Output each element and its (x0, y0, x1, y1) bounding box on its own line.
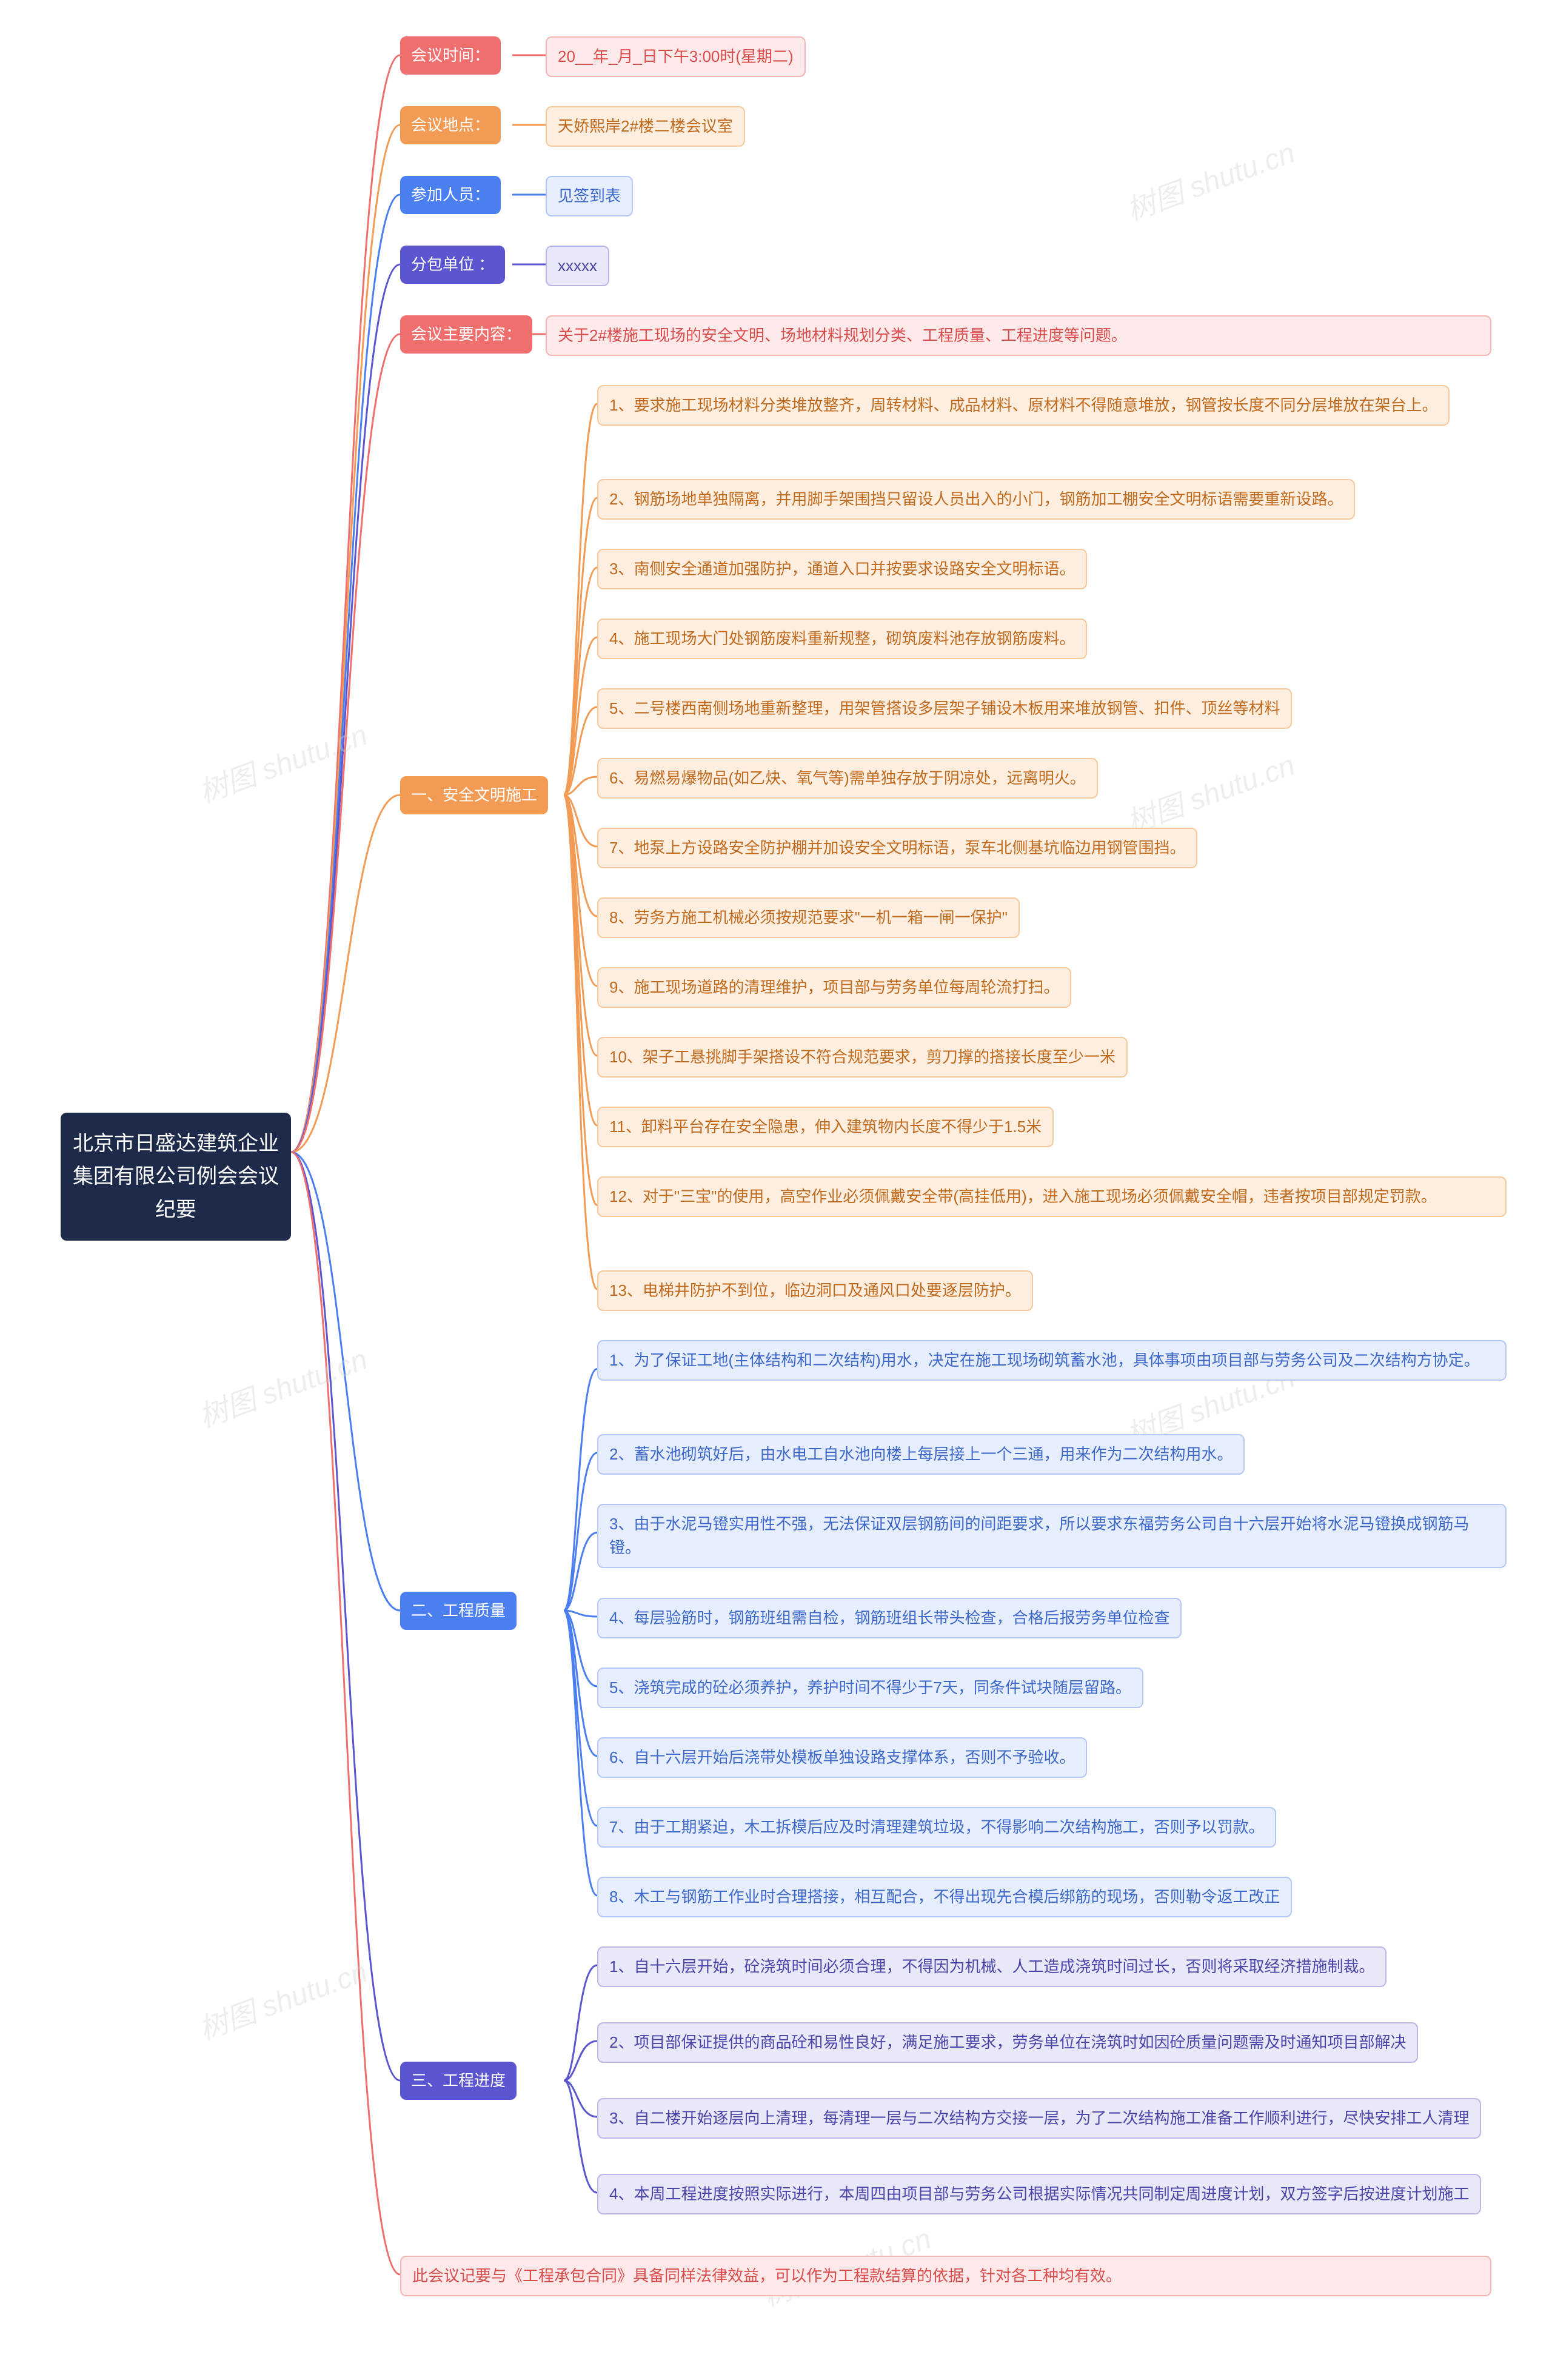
meta-value-people: 见签到表 (546, 176, 633, 216)
item-s3-3: 4、本周工程进度按照实际进行，本周四由项目部与劳务公司根据实际情况共同制定周进度… (597, 2174, 1481, 2214)
item-s3-0: 1、自十六层开始，砼浇筑时间必须合理，不得因为机械、人工造成浇筑时间过长，否则将… (597, 1946, 1386, 1987)
watermark: 树图 shutu.cn (1120, 741, 1300, 841)
item-s1-1: 2、钢筋场地单独隔离，并用脚手架围挡只留设人员出入的小门，钢筋加工棚安全文明标语… (597, 479, 1355, 520)
section-s2: 二、工程质量 (400, 1592, 517, 1630)
root-node: 北京市日盛达建筑企业集团有限公司例会会议纪要 (61, 1113, 291, 1241)
item-s1-2: 3、南侧安全通道加强防护，通道入口并按要求设路安全文明标语。 (597, 549, 1087, 589)
meta-value-time: 20__年_月_日下午3:00时(星期二) (546, 36, 806, 77)
item-s3-1: 2、项目部保证提供的商品砼和易性良好，满足施工要求，劳务单位在浇筑时如因砼质量问… (597, 2022, 1418, 2063)
item-s1-5: 6、易燃易爆物品(如乙炔、氧气等)需单独存放于阴凉处，远离明火。 (597, 758, 1098, 799)
legal-note: 此会议记要与《工程承包合同》具备同样法律效益，可以作为工程款结算的依据，针对各工… (400, 2256, 1491, 2296)
item-s1-7: 8、劳务方施工机械必须按规范要求"一机一箱一闸一保护" (597, 897, 1020, 938)
item-s1-9: 10、架子工悬挑脚手架搭设不符合规范要求，剪刀撑的搭接长度至少一米 (597, 1037, 1128, 1078)
watermark: 树图 shutu.cn (1120, 129, 1300, 229)
item-s2-0: 1、为了保证工地(主体结构和二次结构)用水，决定在施工现场砌筑蓄水池，具体事项由… (597, 1340, 1507, 1381)
item-s1-6: 7、地泵上方设路安全防护棚并加设安全文明标语，泵车北侧基坑临边用钢管围挡。 (597, 828, 1197, 868)
meta-value-content: 关于2#楼施工现场的安全文明、场地材料规划分类、工程质量、工程进度等问题。 (546, 315, 1491, 356)
meta-value-place: 天娇熙岸2#楼二楼会议室 (546, 106, 745, 147)
meta-label-content: 会议主要内容： (400, 315, 532, 354)
item-s2-5: 6、自十六层开始后浇带处模板单独设路支撑体系，否则不予验收。 (597, 1737, 1087, 1778)
item-s1-4: 5、二号楼西南侧场地重新整理，用架管搭设多层架子铺设木板用来堆放钢管、扣件、顶丝… (597, 688, 1292, 729)
item-s3-2: 3、自二楼开始逐层向上清理，每清理一层与二次结构方交接一层，为了二次结构施工准备… (597, 2098, 1481, 2139)
meta-label-sub: 分包单位 ： (400, 246, 505, 284)
meta-value-sub: xxxxx (546, 246, 609, 286)
item-s1-10: 11、卸料平台存在安全隐患，伸入建筑物内长度不得少于1.5米 (597, 1107, 1054, 1147)
item-s2-6: 7、由于工期紧迫，木工拆模后应及时清理建筑垃圾，不得影响二次结构施工，否则予以罚… (597, 1807, 1276, 1848)
item-s2-2: 3、由于水泥马镫实用性不强，无法保证双层钢筋间的间距要求，所以要求东福劳务公司自… (597, 1504, 1507, 1568)
meta-label-time: 会议时间： (400, 36, 501, 75)
item-s1-8: 9、施工现场道路的清理维护，项目部与劳务单位每周轮流打扫。 (597, 967, 1071, 1008)
item-s1-3: 4、施工现场大门处钢筋废料重新规整，砌筑废料池存放钢筋废料。 (597, 618, 1087, 659)
section-s3: 三、工程进度 (400, 2062, 517, 2100)
watermark: 树图 shutu.cn (192, 711, 372, 811)
item-s2-1: 2、蓄水池砌筑好后，由水电工自水池向楼上每层接上一个三通，用来作为二次结构用水。 (597, 1434, 1245, 1475)
item-s1-0: 1、要求施工现场材料分类堆放整齐，周转材料、成品材料、原材料不得随意堆放，钢管按… (597, 385, 1450, 426)
watermark: 树图 shutu.cn (192, 1948, 372, 2048)
section-s1: 一、安全文明施工 (400, 776, 548, 814)
item-s2-7: 8、木工与钢筋工作业时合理搭接，相互配合，不得出现先合模后绑筋的现场，否则勒令返… (597, 1877, 1292, 1917)
watermark: 树图 shutu.cn (192, 1335, 372, 1435)
item-s1-12: 13、电梯井防护不到位，临边洞口及通风口处要逐层防护。 (597, 1270, 1033, 1311)
mindmap-canvas: 树图 shutu.cn 树图 shutu.cn 树图 shutu.cn 树图 shut… (0, 0, 1552, 2380)
item-s2-4: 5、浇筑完成的砼必须养护，养护时间不得少于7天，同条件试块随层留路。 (597, 1668, 1143, 1708)
meta-label-place: 会议地点： (400, 106, 501, 144)
item-s2-3: 4、每层验筋时，钢筋班组需自检，钢筋班组长带头检查，合格后报劳务单位检查 (597, 1598, 1182, 1638)
meta-label-people: 参加人员： (400, 176, 501, 214)
item-s1-11: 12、对于"三宝"的使用，高空作业必须佩戴安全带(高挂低用)，进入施工现场必须佩… (597, 1176, 1507, 1217)
